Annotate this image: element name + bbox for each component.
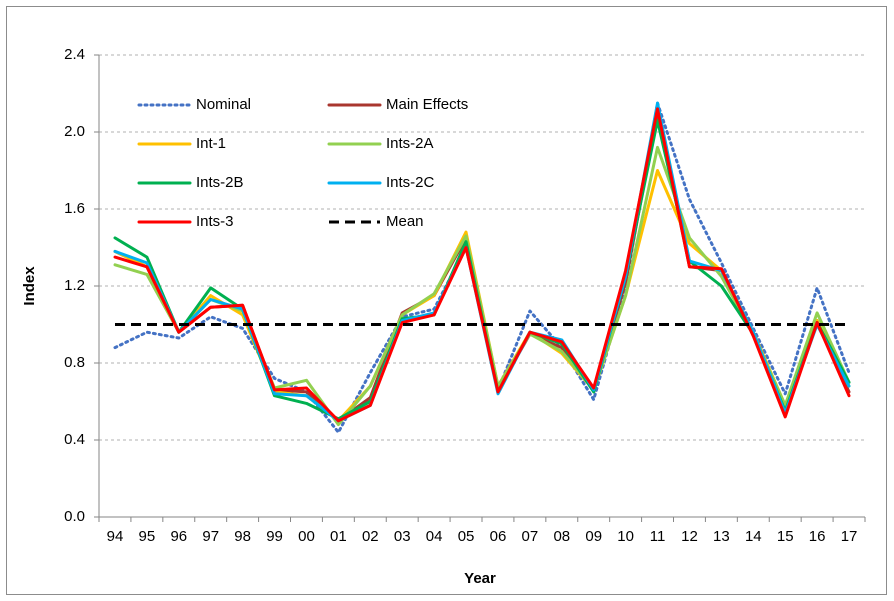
x-tick-label: 08 [553,528,570,545]
x-tick-label: 97 [202,528,219,545]
x-tick-label: 03 [394,528,411,545]
series-line [113,107,851,423]
x-tick-label: 14 [745,528,762,545]
x-tick-label: 01 [330,528,347,545]
y-axis-title: Index [21,266,38,306]
x-tick-label: 02 [362,528,379,545]
x-tick-label: 94 [107,528,124,545]
y-tick-label: 2.0 [64,123,85,140]
x-tick-label: 12 [681,528,698,545]
x-tick-label: 07 [522,528,539,545]
x-tick-label: 04 [426,528,443,545]
chart-border [6,6,887,595]
x-tick-label: 10 [617,528,634,545]
x-axis-title: Year [464,570,496,587]
legend-label: Ints-2C [386,174,435,191]
x-tick-label: 99 [266,528,283,545]
x-tick-label: 00 [298,528,315,545]
y-tick-label: 1.6 [64,200,85,217]
x-tick-label: 05 [458,528,475,545]
y-tick-label: 0.4 [64,431,85,448]
x-tick-label: 96 [170,528,187,545]
legend-label: Ints-2A [386,135,434,152]
x-tick-label: 11 [650,528,666,545]
y-tick-label: 0.0 [64,508,85,525]
legend-label: Nominal [196,96,251,113]
x-tick-label: 15 [777,528,794,545]
x-tick-label: 17 [841,528,858,545]
legend-label: Ints-2B [196,174,244,191]
legend-label: Int-1 [196,135,226,152]
x-tick-label: 09 [585,528,602,545]
x-tick-label: 16 [809,528,826,545]
legend-label: Mean [386,213,424,230]
legend-label: Ints-3 [196,213,234,230]
x-tick-label: 95 [139,528,156,545]
x-tick-label: 13 [713,528,730,545]
y-tick-label: 1.2 [64,277,85,294]
legend-label: Main Effects [386,96,468,113]
x-tick-label: 98 [234,528,251,545]
y-tick-label: 2.4 [64,46,85,63]
y-tick-label: 0.8 [64,354,85,371]
x-tick-label: 06 [490,528,507,545]
